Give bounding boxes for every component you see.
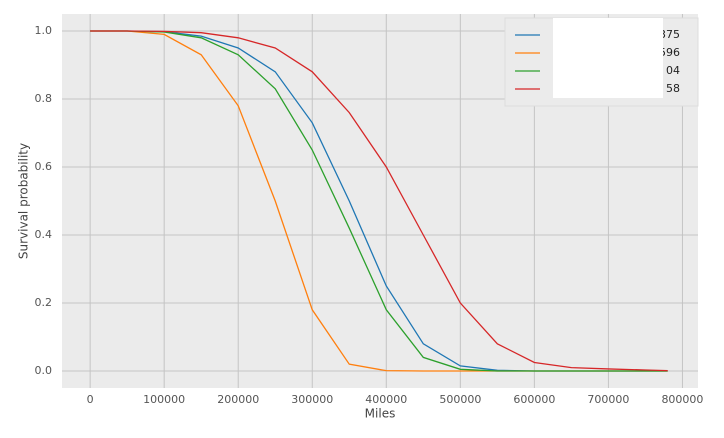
x-tick-label: 200000 [217, 393, 259, 406]
y-tick-label: 0.2 [35, 296, 53, 309]
redaction [553, 18, 663, 98]
x-tick-label: 100000 [143, 393, 185, 406]
y-axis-label: Survival probability [17, 143, 31, 259]
x-tick-label: 800000 [661, 393, 703, 406]
y-tick-label: 0.4 [35, 228, 53, 241]
legend-label: 58 [666, 82, 680, 95]
x-tick-label: 600000 [513, 393, 555, 406]
x-axis-label: Miles [365, 407, 396, 421]
y-tick-label: 0.6 [35, 160, 53, 173]
x-tick-label: 400000 [365, 393, 407, 406]
x-tick-label: 300000 [291, 393, 333, 406]
legend-label: 596 [659, 46, 680, 59]
line-series [90, 30, 668, 372]
line-series [90, 30, 668, 372]
x-tick-label: 700000 [587, 393, 629, 406]
x-tick-label: 0 [87, 393, 94, 406]
x-tick-label: 500000 [439, 393, 481, 406]
y-tick-label: 0.0 [35, 364, 53, 377]
legend-label: 375 [659, 28, 680, 41]
y-tick-label: 1.0 [35, 24, 53, 37]
y-tick-label: 0.8 [35, 92, 53, 105]
legend-label: 04 [666, 64, 680, 77]
